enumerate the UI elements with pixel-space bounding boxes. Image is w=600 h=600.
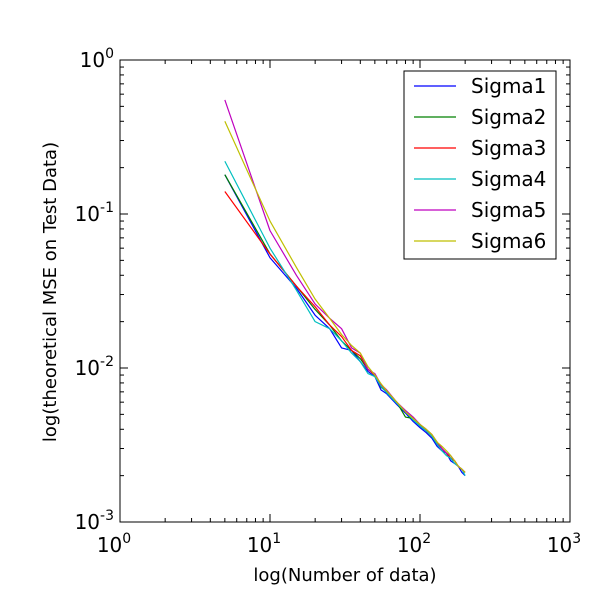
legend-label: Sigma2 (471, 105, 546, 129)
x-tick-label: 102 (397, 531, 431, 557)
x-tick-label: 101 (247, 531, 281, 557)
y-tick-label: 100 (80, 46, 114, 72)
legend-label: Sigma1 (471, 74, 546, 98)
y-tick-label: 10-3 (75, 508, 114, 534)
legend-label: Sigma3 (471, 136, 546, 160)
series-layer (224, 99, 466, 477)
legend-label: Sigma4 (471, 167, 546, 191)
legend: Sigma1 Sigma2 Sigma3 Sigma4 Sigma5 Sigma6 (403, 70, 557, 260)
x-axis-label: log(Number of data) (253, 565, 436, 586)
y-axis-label: log(theoretical MSE on Test Data) (40, 142, 61, 442)
tick-labels: 100 101 102 103 100 10-1 10-2 10-3 (75, 46, 582, 557)
ticks-layer (119, 59, 571, 523)
legend-box (403, 70, 557, 260)
y-tick-label: 10-1 (75, 200, 114, 226)
x-tick-label: 103 (547, 531, 581, 557)
legend-label: Sigma5 (471, 198, 546, 222)
x-tick-label: 100 (97, 531, 131, 557)
legend-label: Sigma6 (471, 229, 546, 253)
y-tick-label: 10-2 (75, 354, 114, 380)
axes-border (119, 59, 571, 523)
axes-frame (119, 59, 571, 523)
series-line-sigma6 (224, 121, 466, 473)
